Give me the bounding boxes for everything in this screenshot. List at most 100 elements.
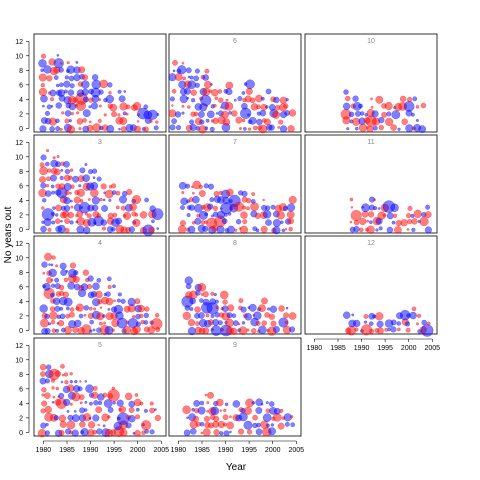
data-point <box>235 219 242 225</box>
data-point <box>81 80 90 89</box>
data-point <box>53 58 64 69</box>
data-point <box>68 175 73 180</box>
data-point <box>279 125 288 133</box>
data-point <box>38 87 48 97</box>
y-tick-label: 8 <box>19 372 23 379</box>
data-point <box>250 202 259 212</box>
data-point <box>72 175 79 183</box>
y-tick-label: 4 <box>19 299 23 306</box>
data-point <box>76 188 85 197</box>
data-point <box>48 268 57 278</box>
data-point <box>60 220 63 223</box>
y-tick-label: 8 <box>19 169 23 176</box>
points <box>38 53 160 134</box>
data-point <box>64 380 69 385</box>
data-point <box>213 415 220 422</box>
data-point <box>288 312 297 320</box>
data-point <box>237 322 241 326</box>
data-point <box>206 410 209 413</box>
data-point <box>63 398 71 406</box>
data-point <box>78 313 84 319</box>
data-point <box>99 197 103 202</box>
data-point <box>245 87 253 95</box>
data-point <box>55 126 61 132</box>
data-point <box>370 97 373 101</box>
data-point <box>287 125 295 133</box>
data-point <box>156 227 160 230</box>
data-point <box>125 422 132 429</box>
data-point <box>255 428 263 436</box>
data-point <box>50 278 54 282</box>
data-point <box>45 190 52 197</box>
data-point <box>66 61 70 65</box>
data-point <box>107 415 111 419</box>
data-point <box>100 219 108 226</box>
y-tick-label: 0 <box>19 126 23 133</box>
data-point <box>82 109 91 118</box>
data-point <box>79 380 82 383</box>
points <box>168 59 297 134</box>
data-point <box>41 261 48 268</box>
data-point <box>103 399 113 408</box>
data-point <box>65 306 70 311</box>
data-point <box>214 299 219 304</box>
y-tick-label: 2 <box>19 313 23 320</box>
data-point <box>213 429 220 436</box>
data-point <box>46 149 50 153</box>
data-point <box>256 422 261 428</box>
y-tick-label: 4 <box>19 97 23 104</box>
data-point <box>61 111 65 115</box>
data-point <box>78 184 82 188</box>
data-point <box>70 184 75 189</box>
data-point <box>222 422 227 427</box>
data-point <box>289 326 296 333</box>
data-point <box>256 118 263 126</box>
data-point <box>124 392 133 401</box>
data-point <box>193 415 199 422</box>
data-point <box>261 297 268 305</box>
data-point <box>105 94 114 104</box>
data-point <box>244 312 252 321</box>
data-point <box>252 414 258 421</box>
panel-label: 7 <box>233 139 237 146</box>
data-point <box>59 175 64 180</box>
data-point <box>44 430 50 436</box>
data-point <box>39 166 48 176</box>
data-point <box>128 226 135 233</box>
y-tick-label: 0 <box>19 430 23 437</box>
y-tick-label: 8 <box>19 270 23 277</box>
data-point <box>409 311 417 320</box>
data-point <box>361 203 370 213</box>
data-point <box>268 104 276 111</box>
data-point <box>77 386 83 392</box>
data-point <box>50 292 55 298</box>
data-point <box>278 305 285 312</box>
y-tick-label: 10 <box>15 53 23 60</box>
panel: 0 2 4 6 8 10 12 <box>15 33 167 134</box>
data-point <box>71 414 80 423</box>
data-point <box>188 204 195 211</box>
data-point <box>375 228 379 232</box>
data-point <box>238 326 248 335</box>
data-point <box>40 94 48 103</box>
data-point <box>281 228 286 233</box>
data-point <box>169 124 176 131</box>
data-point <box>63 80 71 88</box>
data-point <box>134 213 139 217</box>
data-point <box>107 82 113 88</box>
data-point <box>101 205 108 212</box>
data-point <box>375 95 384 104</box>
y-tick-label: 4 <box>19 401 23 408</box>
data-point <box>128 415 136 423</box>
data-point <box>52 395 56 399</box>
data-point <box>289 415 294 419</box>
data-point <box>182 405 191 414</box>
panels-layer: 0 2 4 6 8 10 12 6 10 3 0 2 4 6 8 10 12 7 11 4 0 2 4 6 8 10 12 8 12 19… <box>15 33 440 454</box>
data-point <box>239 225 249 234</box>
data-point <box>288 226 293 232</box>
y-tick-label: 12 <box>15 241 23 248</box>
data-point <box>56 155 60 159</box>
data-point <box>64 118 70 124</box>
data-point <box>418 125 427 133</box>
data-point <box>226 188 234 197</box>
